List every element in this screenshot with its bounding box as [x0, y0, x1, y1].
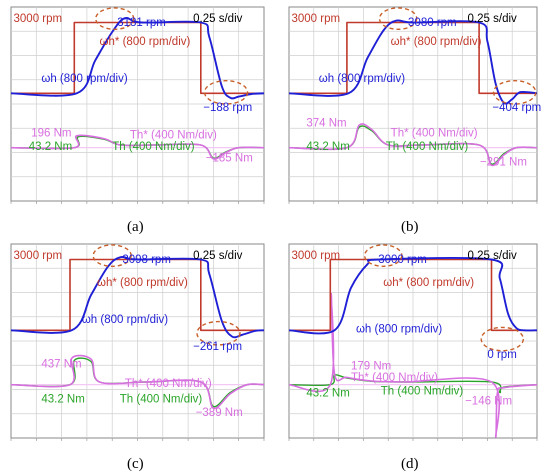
torque-negative-label: −389 Nm — [196, 407, 243, 419]
series-speed-ref — [289, 258, 537, 332]
torque-steady-label: 43.2 Nm — [41, 393, 84, 405]
scope-panel-d: 3000 rpm 3000 rpm 0.25 s/div ωh* (800 rpm/d… — [288, 243, 538, 441]
timescale-label: 0.25 s/div — [193, 13, 242, 25]
series-speed — [10, 16, 265, 100]
scope-panel-c: 3000 rpm 3098 rpm 0.25 s/div ωh* (800 rpm/d… — [10, 243, 265, 441]
torque-steady-label: 43.2 Nm — [306, 388, 349, 400]
peak-marker — [378, 7, 418, 31]
torque-label: Th (400 Nm/div) — [381, 386, 464, 398]
speed-undershoot-label: −404 rpm — [492, 102, 541, 114]
torque-negative-label: −291 Nm — [480, 156, 527, 168]
torque-ref-label: Th* (400 Nm/div) — [391, 127, 478, 139]
undershoot-marker — [480, 326, 525, 352]
series-torque-ref — [288, 292, 538, 438]
torque-steady-label: 43.2 Nm — [306, 141, 349, 153]
speed-peak-label: 3181 rpm — [117, 17, 166, 29]
speed-peak-label: 3098 rpm — [122, 254, 171, 266]
speed-undershoot-label: −188 rpm — [203, 102, 252, 114]
torque-negative-label: −185 Nm — [206, 153, 253, 165]
series-torque-ref — [288, 123, 538, 167]
torque-label: Th (400 Nm/div) — [386, 141, 469, 153]
speed-label: ωh (800 rpm/div) — [319, 73, 405, 85]
panel-label-d: (d) — [401, 456, 419, 472]
series-speed — [288, 19, 538, 105]
timescale-label: 0.25 s/div — [468, 13, 517, 25]
series-torque-ref — [10, 134, 265, 160]
torque-peak-label: 179 Nm — [351, 360, 391, 372]
torque-peak-label: 374 Nm — [306, 118, 346, 130]
undershoot-marker — [492, 80, 537, 105]
speed-label: ωh (800 rpm/div) — [356, 324, 442, 336]
panel-label-a: (a) — [127, 219, 144, 235]
speed-ref-label: ωh* (800 rpm/div) — [383, 277, 474, 289]
peak-marker — [92, 244, 132, 268]
series-speed — [288, 256, 538, 335]
torque-peak-label: 196 Nm — [31, 127, 71, 139]
panel-label-c: (c) — [127, 456, 144, 472]
torque-label: Th (400 Nm/div) — [120, 393, 203, 405]
torque-ref-label: Th* (400 Nm/div) — [125, 378, 212, 390]
undershoot-marker — [203, 80, 249, 105]
speed-ref-label: ωh* (800 rpm/div) — [97, 277, 188, 289]
scope-panel-b: 3000 rpm 3080 rpm 0.25 s/div ωh* (800 rpm/d… — [288, 6, 541, 204]
timescale-label: 0.25 s/div — [193, 250, 242, 262]
peak-marker — [95, 7, 135, 31]
panel-label-b: (b) — [401, 219, 419, 235]
speed-peak-label: 3000 rpm — [378, 254, 427, 266]
speed-ref-label: ωh* (800 rpm/div) — [391, 36, 482, 48]
speed-peak-label: 3080 rpm — [408, 17, 457, 29]
peak-marker — [363, 244, 403, 268]
setpoint-label: 3000 rpm — [14, 13, 63, 25]
timescale-label: 0.25 s/div — [468, 250, 517, 262]
torque-steady-label: 43.2 Nm — [29, 141, 72, 153]
setpoint-label: 3000 rpm — [14, 250, 63, 262]
speed-label: ωh (800 rpm/div) — [82, 314, 168, 326]
speed-undershoot-label: 0 rpm — [487, 349, 516, 361]
speed-label: ωh (800 rpm/div) — [41, 73, 127, 85]
torque-peak-label: 437 Nm — [41, 359, 81, 371]
torque-negative-label: −146 Nm — [465, 395, 512, 407]
series-torque-ref — [10, 354, 265, 410]
setpoint-label: 3000 rpm — [291, 13, 340, 25]
speed-undershoot-label: −261 rpm — [193, 341, 242, 353]
series-speed — [10, 255, 265, 339]
torque-ref-label: Th* (400 Nm/div) — [130, 129, 217, 141]
speed-ref-label: ωh* (800 rpm/div) — [100, 36, 191, 48]
undershoot-marker — [196, 320, 241, 346]
torque-ref-label: Th* (400 Nm/div) — [351, 372, 438, 384]
setpoint-label: 3000 rpm — [291, 250, 340, 262]
torque-label: Th (400 Nm/div) — [112, 141, 195, 153]
